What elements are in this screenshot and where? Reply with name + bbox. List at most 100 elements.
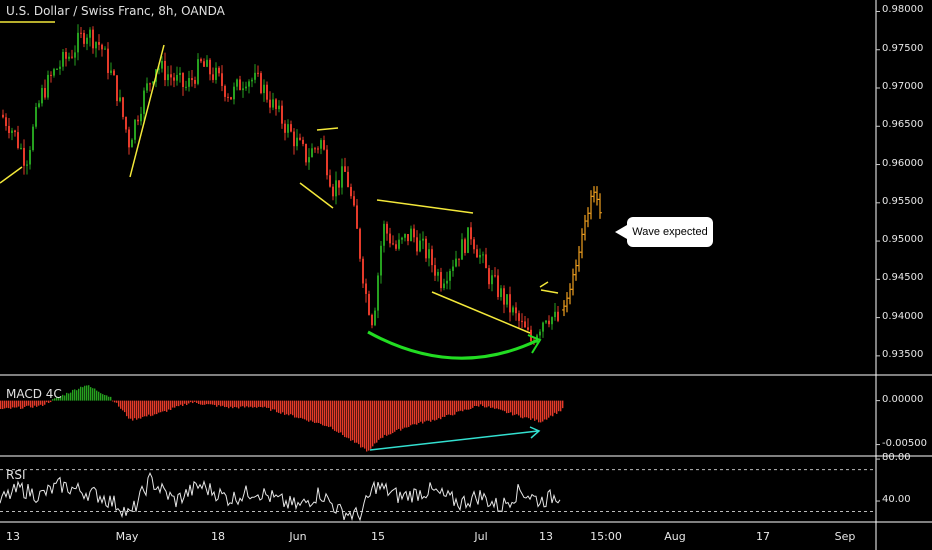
macd-bar bbox=[72, 389, 74, 401]
macd-bar bbox=[528, 400, 530, 419]
macd-bar bbox=[122, 400, 124, 411]
candle-body bbox=[341, 166, 343, 188]
candle-body bbox=[410, 228, 412, 242]
candle-body bbox=[251, 79, 253, 82]
macd-bar bbox=[146, 400, 148, 417]
macd-bar bbox=[192, 400, 194, 404]
candle-body bbox=[116, 75, 118, 102]
macd-bar bbox=[520, 400, 522, 418]
candle-body bbox=[344, 166, 346, 172]
trend-line bbox=[431, 291, 531, 334]
macd-bar bbox=[496, 400, 498, 409]
macd-bar bbox=[368, 400, 370, 451]
candle-body bbox=[176, 74, 178, 81]
candle-body bbox=[335, 180, 337, 197]
candle-body bbox=[275, 99, 277, 110]
candle-body bbox=[329, 175, 331, 187]
macd-bar bbox=[220, 400, 222, 407]
macd-bar bbox=[116, 400, 118, 403]
macd-bar bbox=[10, 400, 12, 409]
macd-bar bbox=[314, 400, 316, 423]
macd-bar bbox=[316, 400, 318, 423]
candle-body bbox=[230, 97, 232, 100]
macd-bar bbox=[142, 400, 144, 417]
x-tick-label: Aug bbox=[664, 530, 686, 543]
candle-body bbox=[29, 150, 31, 165]
macd-bar bbox=[184, 400, 186, 404]
macd-bar bbox=[342, 400, 344, 436]
macd-bar bbox=[4, 400, 6, 409]
macd-bar bbox=[394, 400, 396, 432]
candle-body bbox=[515, 307, 517, 314]
candle-body bbox=[419, 240, 421, 252]
macd-bar bbox=[98, 391, 100, 401]
candle-body bbox=[494, 275, 496, 277]
macd-bar bbox=[112, 400, 114, 402]
candle-body bbox=[314, 148, 316, 150]
macd-bar bbox=[88, 385, 90, 401]
macd-bar bbox=[104, 394, 106, 401]
candle-body bbox=[272, 99, 274, 108]
macd-bar bbox=[382, 400, 384, 438]
arc-arrowhead bbox=[527, 334, 542, 354]
candle-body bbox=[407, 234, 409, 242]
callout-label: Wave expected bbox=[632, 226, 708, 238]
macd-bar bbox=[46, 400, 48, 403]
candle-body bbox=[41, 88, 43, 104]
macd-bar bbox=[458, 400, 460, 412]
candle-body bbox=[383, 223, 385, 246]
candle-body bbox=[428, 249, 430, 259]
macd-bar bbox=[34, 400, 36, 406]
macd-bar bbox=[288, 400, 290, 416]
candle-body bbox=[80, 32, 82, 34]
macd-bar bbox=[42, 400, 44, 406]
macd-bar bbox=[508, 400, 510, 413]
macd-bar bbox=[298, 400, 300, 419]
candle-body bbox=[164, 60, 166, 81]
candle-body bbox=[350, 186, 352, 197]
x-tick-label: 18 bbox=[211, 530, 225, 543]
macd-bar bbox=[278, 400, 280, 413]
macd-bar bbox=[328, 400, 330, 428]
macd-bar bbox=[188, 400, 190, 404]
candle-body bbox=[308, 157, 310, 163]
macd-bar bbox=[168, 400, 170, 410]
macd-bar bbox=[136, 400, 138, 420]
macd-bar bbox=[200, 400, 202, 405]
candle-body bbox=[152, 81, 154, 84]
price-y-tick-label: 0.94000 bbox=[882, 310, 924, 322]
candle-body bbox=[512, 307, 514, 313]
candle-body bbox=[497, 275, 499, 298]
macd-bar bbox=[350, 400, 352, 441]
x-tick-label: 13 bbox=[6, 530, 20, 543]
macd-bar bbox=[268, 400, 270, 408]
candle-body bbox=[488, 268, 490, 285]
x-tick-label: Sep bbox=[834, 530, 856, 543]
candle-body bbox=[104, 48, 106, 50]
macd-bar bbox=[216, 400, 218, 407]
candle-body bbox=[299, 137, 301, 140]
price-y-tick-label: 0.95000 bbox=[882, 234, 924, 246]
candle-body bbox=[371, 314, 373, 326]
x-tick-label: Jun bbox=[289, 530, 307, 543]
macd-bar bbox=[154, 400, 156, 415]
macd-bar bbox=[304, 400, 306, 420]
macd-bar bbox=[230, 400, 232, 407]
macd-bar bbox=[438, 400, 440, 419]
macd-bar bbox=[140, 400, 142, 419]
macd-bar bbox=[134, 400, 136, 419]
candle-body bbox=[476, 249, 478, 258]
macd-bar bbox=[428, 400, 430, 421]
candle-body bbox=[284, 123, 286, 133]
macd-bar bbox=[244, 400, 246, 408]
macd-bar bbox=[486, 400, 488, 408]
candle-body bbox=[269, 99, 271, 108]
candle-body bbox=[458, 258, 460, 260]
macd-bar bbox=[516, 400, 518, 415]
candle-body bbox=[212, 74, 214, 80]
macd-bar bbox=[238, 400, 240, 409]
candle-body bbox=[239, 79, 241, 91]
candle-body bbox=[539, 331, 541, 336]
macd-bar bbox=[334, 400, 336, 431]
